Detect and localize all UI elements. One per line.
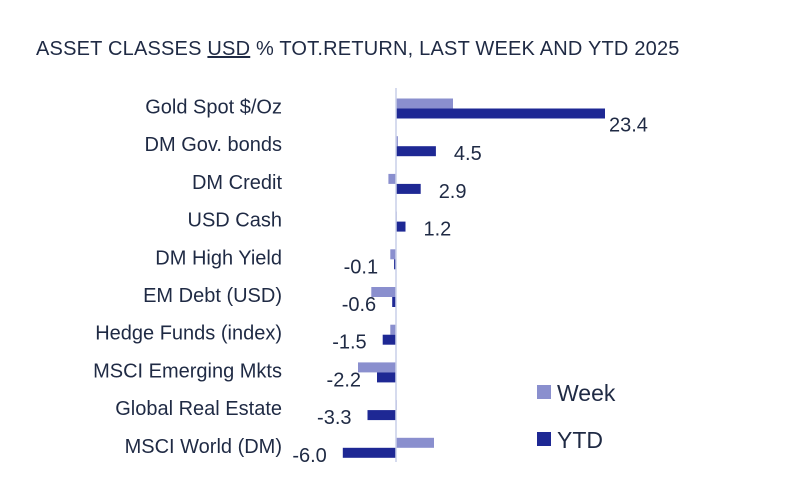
category-label-em-debt-usd: EM Debt (USD) [143,285,282,307]
ytd-bar-hedge-funds-index [382,334,396,345]
ytd-bar-msci-world-dm [342,447,396,458]
value-label-hedge-funds-index: -1.5 [332,332,366,354]
week-bar-dm-credit [388,173,396,184]
ytd-bar-dm-gov-bonds [396,146,436,157]
title-underlined: USD [207,38,251,60]
week-bar-dm-high-yield [390,249,396,260]
category-label-global-real-estate: Global Real Estate [115,398,282,420]
week-bar-dm-gov-bonds [396,136,398,147]
value-label-dm-gov-bonds: 4.5 [454,143,482,165]
category-label-msci-world-dm: MSCI World (DM) [125,436,282,458]
ytd-bar-dm-credit [396,183,421,194]
value-label-global-real-estate: -3.3 [317,407,351,429]
category-label-dm-high-yield: DM High Yield [155,247,282,269]
ytd-bar-gold-spot-oz [396,108,605,119]
value-label-dm-high-yield: -0.1 [344,256,378,278]
title-prefix: ASSET CLASSES [36,38,208,60]
category-label-usd-cash: USD Cash [188,210,282,232]
category-label-hedge-funds-index: Hedge Funds (index) [95,323,282,345]
legend-swatch-week [537,385,551,399]
ytd-bar-dm-high-yield [394,259,396,270]
category-label-gold-spot-oz: Gold Spot $/Oz [145,97,282,119]
category-label-dm-gov-bonds: DM Gov. bonds [145,134,282,156]
week-bar-em-debt-usd [371,287,396,297]
ytd-bar-msci-emerging-mkts [377,372,396,383]
legend: Week YTD [537,380,616,453]
legend-swatch-ytd [537,432,551,446]
ytd-bar-usd-cash [396,221,406,232]
legend-label-week: Week [557,380,616,406]
ytd-bar-em-debt-usd [392,297,396,307]
ytd-bar-global-real-estate [367,410,396,421]
legend-label-ytd: YTD [557,427,603,453]
week-bar-gold-spot-oz [396,98,453,109]
category-label-msci-emerging-mkts: MSCI Emerging Mkts [93,360,282,382]
category-label-dm-credit: DM Credit [192,172,282,194]
value-label-msci-emerging-mkts: -2.2 [327,369,361,391]
value-label-msci-world-dm: -6.0 [292,445,326,467]
value-label-em-debt-usd: -0.6 [342,294,376,316]
title-suffix: % TOT.RETURN, LAST WEEK AND YTD 2025 [250,38,680,60]
week-bar-msci-world-dm [396,437,434,448]
value-label-gold-spot-oz: 23.4 [609,115,648,137]
value-label-dm-credit: 2.9 [439,181,467,203]
chart-title: ASSET CLASSES USD % TOT.RETURN, LAST WEE… [36,38,680,61]
week-bar-msci-emerging-mkts [358,362,396,373]
value-label-usd-cash: 1.2 [424,219,452,241]
week-bar-hedge-funds-index [390,324,396,335]
